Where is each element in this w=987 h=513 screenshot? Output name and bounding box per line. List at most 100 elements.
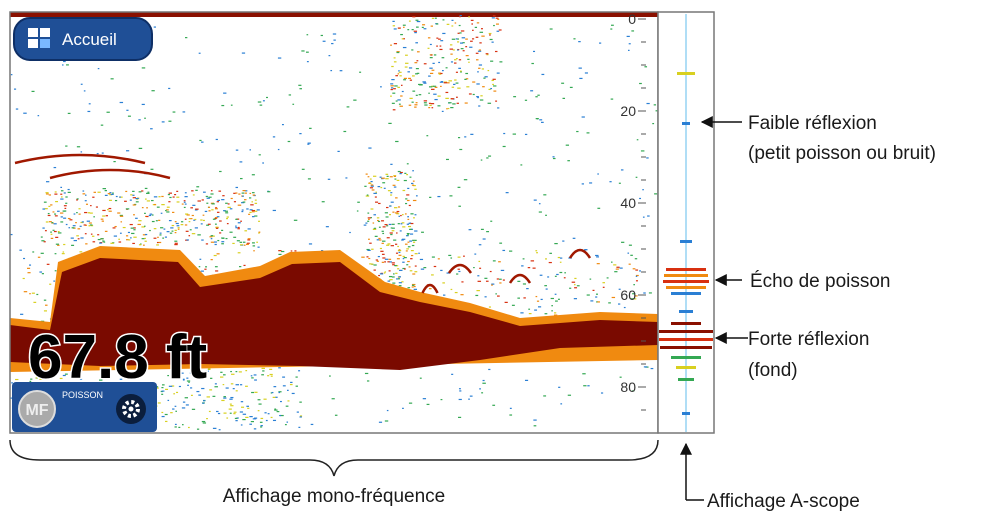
echo-dot [509,414,513,416]
echo-dot [266,96,268,99]
echo-dot [230,104,233,106]
echo-dot [374,235,378,237]
echo-dot [165,209,169,211]
echo-dot [191,233,196,235]
echo-dot [53,230,57,233]
ascope-echo [666,286,706,289]
echo-dot [442,282,445,284]
echo-dot [97,238,101,241]
echo-dot [391,262,395,264]
echo-dot [415,42,418,44]
echo-dot [535,96,538,98]
echo-dot [404,66,408,68]
echo-dot [333,39,336,41]
echo-dot [378,226,381,228]
mode-badge[interactable] [18,390,56,428]
echo-dot [88,222,92,224]
echo-dot [520,312,524,314]
echo-dot [411,75,415,77]
echo-dot [492,15,496,17]
echo-dot [476,22,480,24]
echo-dot [100,218,104,220]
echo-dot [473,266,475,269]
echo-dot [600,392,604,394]
echo-dot [643,366,648,368]
echo-dot [44,208,48,210]
echo-dot [589,182,593,184]
echo-dot [186,380,191,382]
echo-dot [39,271,43,273]
echo-dot [543,194,547,196]
echo-dot [42,208,46,210]
echo-dot [493,90,497,92]
echo-dot [400,223,403,225]
echo-dot [383,272,386,274]
echo-dot [119,196,121,198]
echo-dot [108,377,111,379]
echo-dot [477,96,479,99]
echo-dot [10,74,13,76]
echo-dot [141,67,146,69]
echo-dot [330,69,333,72]
echo-dot [398,254,402,256]
echo-dot [209,236,213,238]
echo-dot [461,281,464,283]
echo-dot [257,410,260,412]
echo-dot [34,371,38,373]
echo-dot [235,420,238,422]
echo-dot [242,418,246,421]
echo-dot [131,232,135,235]
echo-dot [295,385,298,387]
echo-dot [393,43,398,45]
echo-dot [249,415,253,418]
echo-dot [434,98,438,101]
echo-dot [372,228,377,230]
echo-dot [167,193,170,196]
echo-dot [230,396,234,399]
echo-dot [298,426,301,428]
echo-dot [573,284,576,286]
mode-badge-text[interactable]: MF [25,402,48,419]
echo-dot [536,300,540,302]
echo-dot [103,241,106,243]
echo-dot [402,24,406,26]
echo-dot [389,176,393,178]
echo-dot [599,42,602,44]
echo-dot [96,153,99,155]
echo-dot [497,18,500,20]
echo-dot [286,389,289,391]
echo-dot [371,189,375,191]
echo-dot [401,239,404,241]
echo-dot [532,267,536,269]
home-button[interactable]: Accueil [13,17,153,61]
echo-dot [391,223,395,225]
echo-dot [392,25,396,27]
echo-dot [446,108,448,110]
echo-dot [194,227,198,229]
ascope-echo [680,240,692,243]
echo-dot [202,219,205,222]
echo-dot [62,251,65,253]
echo-dot [443,82,448,84]
home-label[interactable]: Accueil [62,30,117,49]
settings-button[interactable] [116,394,146,424]
echo-dot [429,67,433,69]
echo-dot [384,420,389,422]
echo-dot [80,221,84,224]
echo-dot [223,92,227,94]
echo-dot [388,258,392,260]
echo-dot [231,373,235,375]
echo-dot [442,294,446,296]
echo-dot [290,381,293,384]
echo-dot [373,214,377,216]
echo-dot [299,401,302,403]
echo-dot [254,199,257,201]
echo-dot [32,251,35,253]
echo-dot [409,233,414,235]
echo-dot [160,212,163,214]
echo-dot [151,199,154,202]
echo-dot [50,237,54,239]
echo-dot [642,189,644,191]
echo-dot [549,252,552,254]
echo-dot [292,103,295,105]
